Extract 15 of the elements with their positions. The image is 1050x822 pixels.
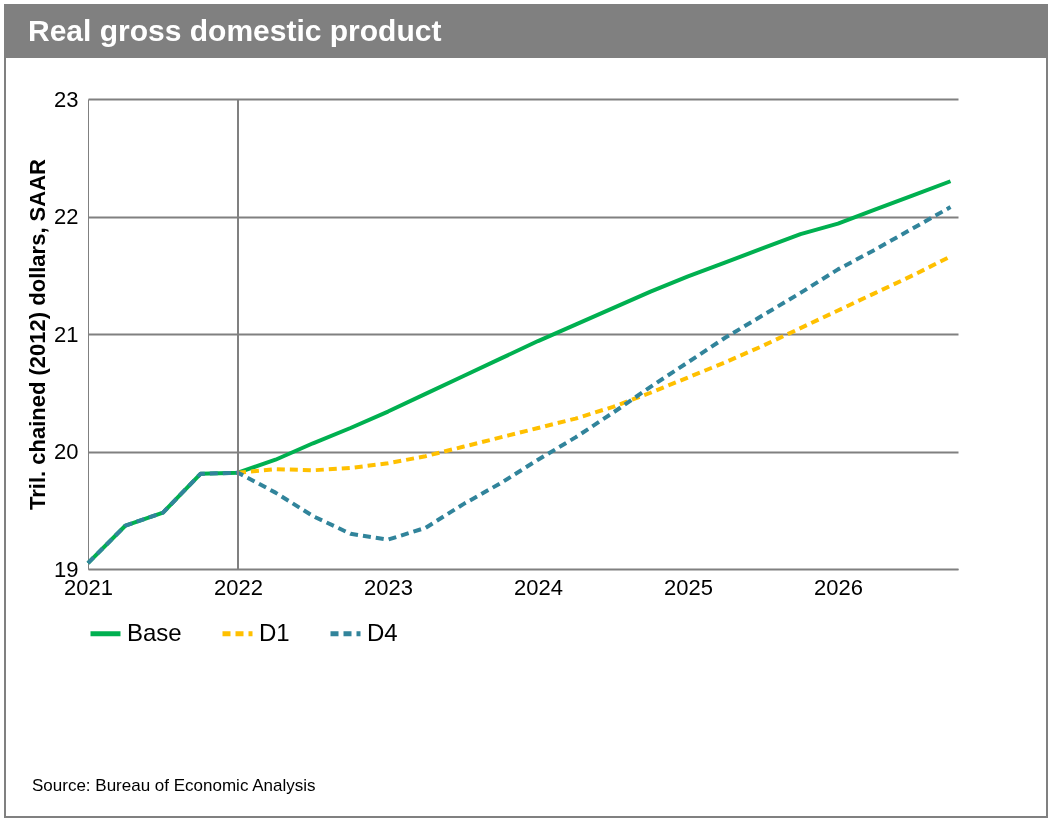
legend-label: Base — [127, 618, 182, 646]
y-tick-label: 22 — [54, 204, 79, 229]
x-tick-label: 2024 — [514, 574, 563, 600]
x-tick-label: 2022 — [214, 574, 263, 600]
y-tick-label: 23 — [54, 86, 79, 112]
legend-label: D1 — [259, 618, 290, 646]
x-tick-label: 2023 — [364, 574, 413, 600]
source-note: Source: Bureau of Economic Analysis — [32, 776, 316, 796]
legend-label: D4 — [367, 618, 398, 646]
x-tick-label: 2026 — [814, 574, 863, 600]
chart-title: Real gross domestic product — [6, 4, 1046, 58]
y-tick-label: 21 — [54, 321, 79, 347]
y-axis-title: Tril. chained (2012) dollars, SAAR — [25, 158, 51, 510]
y-tick-label: 20 — [54, 439, 79, 464]
x-tick-label: 2025 — [664, 574, 713, 600]
